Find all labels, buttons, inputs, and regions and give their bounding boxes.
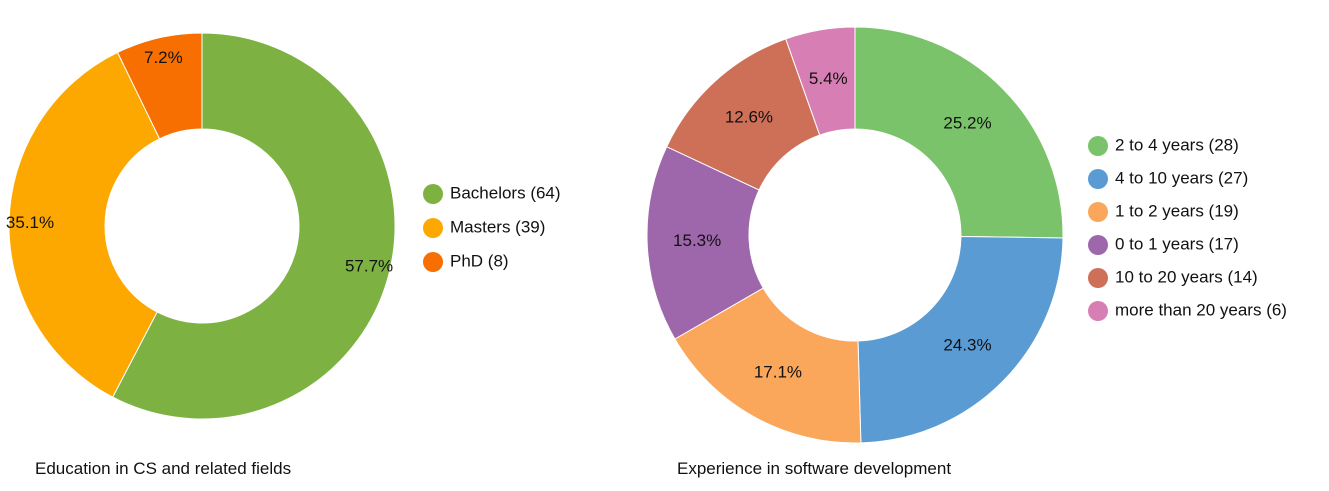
experience-legend-swatch-4-to-10-years — [1088, 169, 1108, 189]
education-legend-swatch-masters — [423, 218, 443, 238]
education-slices — [8, 32, 396, 420]
education-legend-label-bachelors: Bachelors (64) — [450, 183, 561, 202]
education-legend-label-masters: Masters (39) — [450, 217, 545, 236]
experience-slice-0-to-1-years — [646, 145, 764, 340]
experience-slice-more-than-20-years — [785, 26, 856, 136]
experience-slices — [646, 26, 1064, 444]
experience-legend: 2 to 4 years (28) 4 to 10 years (27) 1 to … — [1088, 135, 1287, 321]
education-slice-bachelors — [112, 32, 396, 420]
education-donut-chart: 57.7% 35.1% 7.2% Bachelors (64) Masters (39… — [6, 32, 561, 478]
experience-legend-swatch-2-to-4-years — [1088, 136, 1108, 156]
experience-slice-1-to-2-years — [674, 287, 862, 444]
education-legend-swatch-phd — [423, 252, 443, 272]
experience-legend-swatch-more-than-20-years — [1088, 301, 1108, 321]
experience-slice-label-1-to-2-years: 17.1% — [754, 362, 802, 381]
experience-donut-chart: 25.2% 24.3% 17.1% 15.3% 12.6% 5.4% 2 to 4 yea… — [646, 26, 1287, 478]
education-slice-label-bachelors: 57.7% — [345, 256, 393, 275]
experience-slice-label-10-to-20-years: 12.6% — [725, 107, 773, 126]
experience-slice-2-to-4-years — [854, 26, 1064, 239]
experience-legend-swatch-10-to-20-years — [1088, 268, 1108, 288]
education-slice-labels: 57.7% 35.1% 7.2% — [6, 48, 393, 276]
education-slice-phd — [116, 32, 203, 140]
experience-slice-label-2-to-4-years: 25.2% — [943, 114, 991, 133]
experience-slice-labels: 25.2% 24.3% 17.1% 15.3% 12.6% 5.4% — [673, 69, 992, 382]
experience-legend-label-0-to-1-years: 0 to 1 years (17) — [1115, 234, 1239, 253]
experience-slice-label-more-than-20-years: 5.4% — [809, 69, 848, 88]
experience-slice-label-4-to-10-years: 24.3% — [943, 335, 991, 354]
experience-chart-caption: Experience in software development — [677, 459, 951, 478]
experience-slice-4-to-10-years — [857, 235, 1064, 444]
education-slice-label-phd: 7.2% — [144, 48, 183, 67]
experience-legend-label-4-to-10-years: 4 to 10 years (27) — [1115, 168, 1248, 187]
experience-legend-label-more-than-20-years: more than 20 years (6) — [1115, 300, 1287, 319]
experience-legend-label-2-to-4-years: 2 to 4 years (28) — [1115, 135, 1239, 154]
experience-legend-label-10-to-20-years: 10 to 20 years (14) — [1115, 267, 1258, 286]
education-slice-masters — [8, 51, 161, 398]
experience-legend-swatch-0-to-1-years — [1088, 235, 1108, 255]
education-chart-caption: Education in CS and related fields — [35, 459, 291, 478]
education-legend-label-phd: PhD (8) — [450, 251, 509, 270]
experience-legend-swatch-1-to-2-years — [1088, 202, 1108, 222]
education-slice-label-masters: 35.1% — [6, 213, 54, 232]
experience-legend-label-1-to-2-years: 1 to 2 years (19) — [1115, 201, 1239, 220]
education-legend: Bachelors (64) Masters (39) PhD (8) — [423, 183, 561, 272]
experience-slice-label-0-to-1-years: 15.3% — [673, 231, 721, 250]
education-legend-swatch-bachelors — [423, 184, 443, 204]
